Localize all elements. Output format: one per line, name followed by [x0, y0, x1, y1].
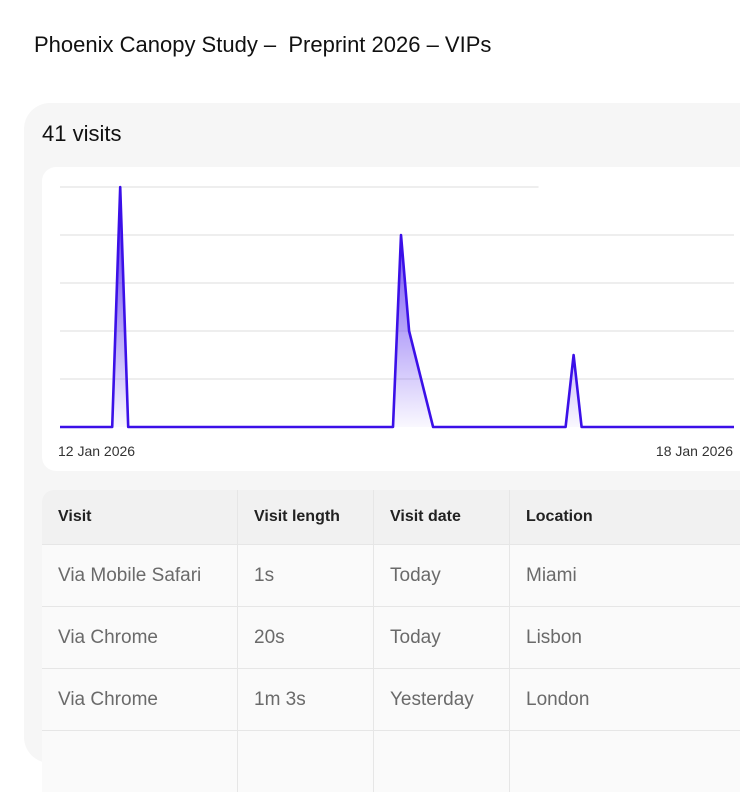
visit-cell: Via Mobile Safari	[42, 545, 238, 606]
visit-date-cell: Today	[374, 607, 510, 668]
visit-length-cell: 20s	[238, 607, 374, 668]
location-cell: Miami	[526, 564, 577, 586]
visits-table: Visit Visit length Visit date Location V…	[42, 490, 740, 792]
empty-cell	[238, 731, 374, 792]
table-row[interactable]: Via Mobile Safari 1s Today Miami	[42, 544, 740, 606]
location-cell: London	[526, 688, 590, 710]
table-row-partial	[42, 730, 740, 792]
visits-area	[60, 187, 734, 427]
visits-chart: 12 Jan 2026 18 Jan 2026	[42, 167, 740, 471]
document-title: Phoenix Canopy Study – Preprint 2026 – V…	[34, 32, 492, 57]
table-row[interactable]: Via Chrome 1m 3s Yesterday London	[42, 668, 740, 730]
column-header-location[interactable]: Location	[526, 508, 593, 525]
location-cell: Lisbon	[526, 626, 582, 648]
column-header-visit-date[interactable]: Visit date	[374, 490, 510, 544]
empty-cell	[42, 731, 238, 792]
visit-length-cell: 1m 3s	[238, 669, 374, 730]
x-tick-end: 18 Jan 2026	[656, 443, 733, 459]
column-header-visit-length[interactable]: Visit length	[238, 490, 374, 544]
visit-date-cell: Today	[374, 545, 510, 606]
visit-cell: Via Chrome	[42, 669, 238, 730]
table-header-row: Visit Visit length Visit date Location	[42, 490, 740, 544]
x-tick-start: 12 Jan 2026	[58, 443, 135, 459]
visit-cell: Via Chrome	[42, 607, 238, 668]
empty-cell	[510, 731, 740, 792]
visits-chart-svg: 12 Jan 2026 18 Jan 2026	[58, 185, 734, 459]
column-header-visit[interactable]: Visit	[42, 490, 238, 544]
visits-line	[60, 185, 734, 429]
visits-count: 41 visits	[42, 121, 122, 146]
table-row[interactable]: Via Chrome 20s Today Lisbon	[42, 606, 740, 668]
visit-length-cell: 1s	[238, 545, 374, 606]
visit-date-cell: Yesterday	[374, 669, 510, 730]
empty-cell	[374, 731, 510, 792]
